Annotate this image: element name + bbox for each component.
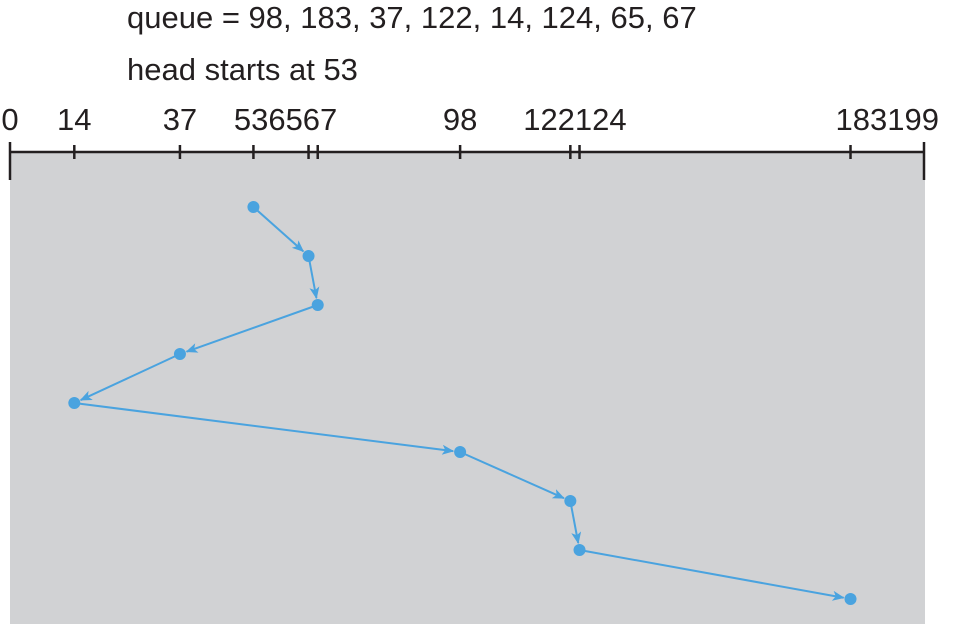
path-segment xyxy=(459,451,565,500)
path-segment xyxy=(185,304,319,353)
axis-ticks xyxy=(8,142,926,180)
request-point-67 xyxy=(311,299,324,311)
request-point-14 xyxy=(68,397,81,409)
axis-tick-label: 183199 xyxy=(836,102,939,137)
request-point-65 xyxy=(302,250,315,262)
queue-text: queue = 98, 183, 37, 122, 14, 124, 65, 6… xyxy=(127,0,697,35)
request-point-98 xyxy=(454,446,467,458)
path-segment xyxy=(252,206,305,253)
request-point-37 xyxy=(173,348,186,360)
request-points xyxy=(68,201,857,605)
path-segment xyxy=(569,500,582,545)
axis-tick-label: 14 xyxy=(57,102,91,137)
axis-tick-label: 122124 xyxy=(523,102,626,137)
axis-tick-label: 37 xyxy=(163,102,197,137)
axis-tick-label: 0 xyxy=(1,102,18,137)
request-point-183 xyxy=(844,593,857,605)
head-start-text: head starts at 53 xyxy=(127,52,358,87)
axis-tick-label: 98 xyxy=(443,102,477,137)
head-path xyxy=(74,206,845,601)
axis-tick-labels: 0 14 37 536567 98 122124 183199 xyxy=(1,102,939,137)
path-segment xyxy=(307,255,320,300)
axis-tick-label: 536567 xyxy=(234,102,337,137)
cylinder-panel xyxy=(10,152,925,624)
request-point-53 xyxy=(247,201,260,213)
path-segment xyxy=(579,549,845,601)
path-segment xyxy=(74,402,455,455)
path-segment xyxy=(79,353,181,401)
request-point-124 xyxy=(573,544,586,556)
request-point-122 xyxy=(564,495,577,507)
